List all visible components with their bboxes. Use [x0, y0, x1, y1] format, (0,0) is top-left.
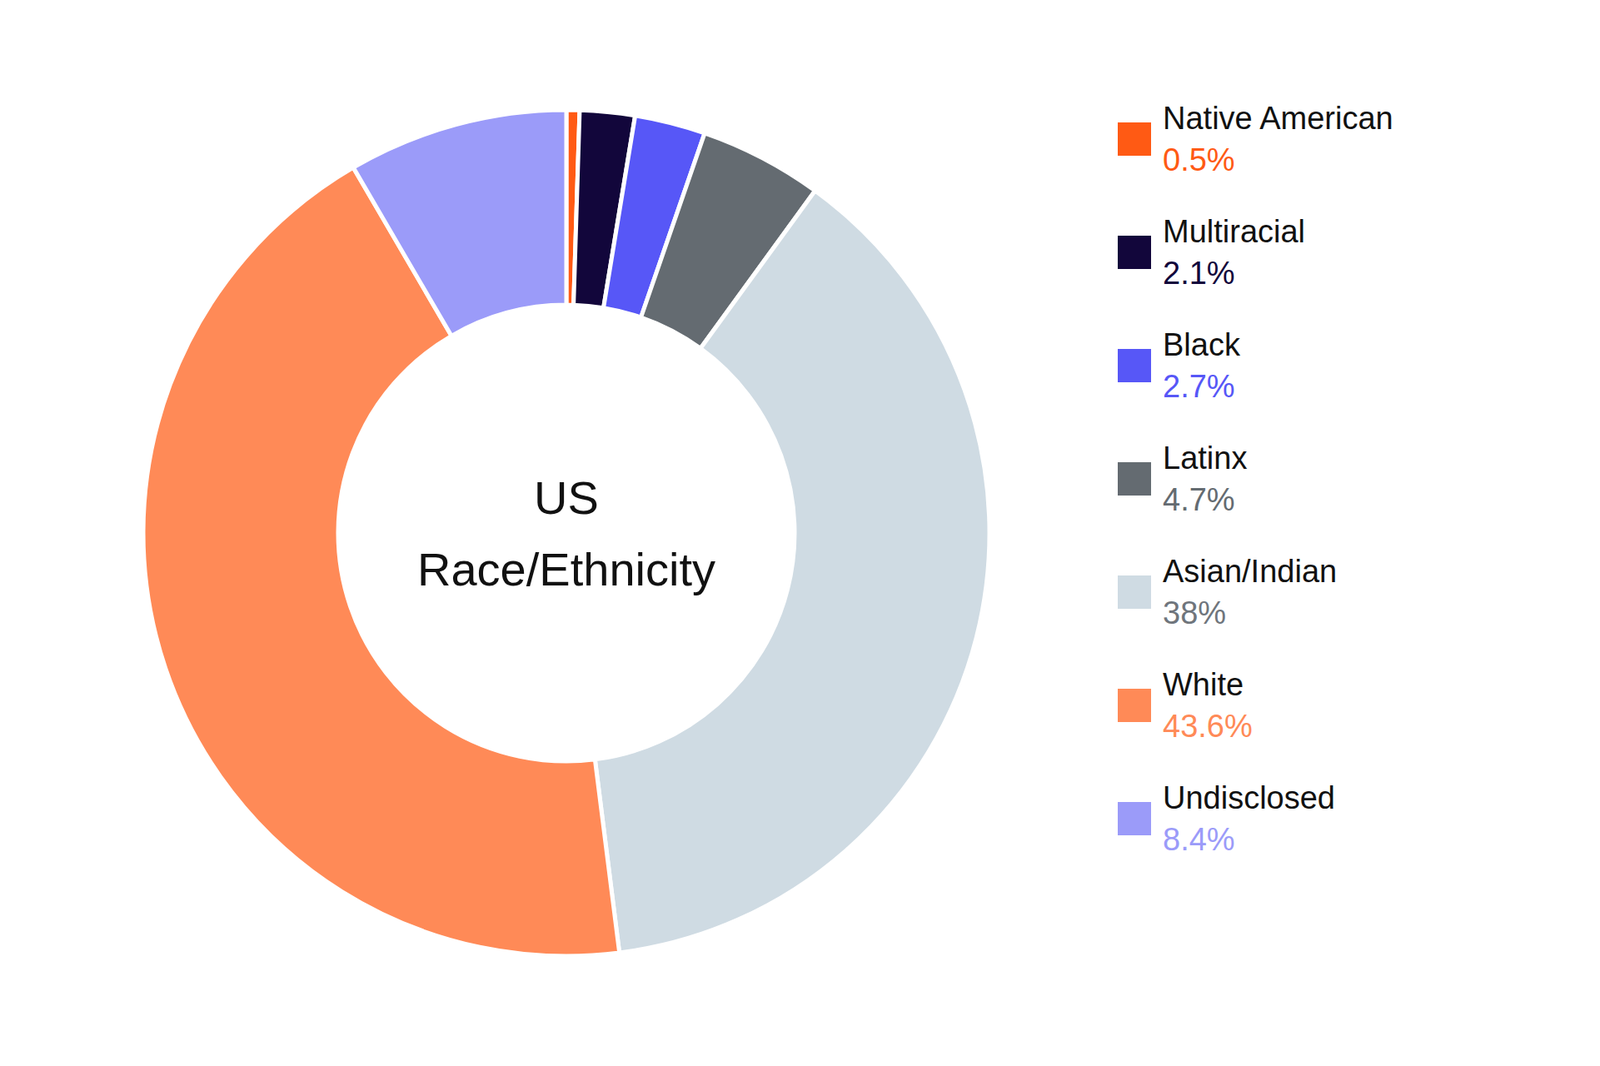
svg-text:Native American: Native American	[1162, 100, 1394, 136]
svg-text:2.7%: 2.7%	[1162, 368, 1236, 404]
svg-text:43.6%: 43.6%	[1162, 708, 1253, 744]
svg-text:8.4%: 8.4%	[1162, 822, 1236, 858]
svg-text:0.5%: 0.5%	[1162, 142, 1236, 178]
svg-text:4.7%: 4.7%	[1162, 482, 1236, 518]
svg-text:Race/Ethnicity: Race/Ethnicity	[417, 543, 716, 596]
svg-text:38%: 38%	[1162, 595, 1227, 631]
svg-text:2.1%: 2.1%	[1162, 255, 1236, 291]
svg-text:US: US	[533, 471, 599, 524]
svg-text:Latinx: Latinx	[1162, 440, 1247, 476]
svg-text:White: White	[1162, 667, 1244, 703]
svg-text:Asian/Indian: Asian/Indian	[1162, 553, 1337, 589]
svg-text:Multiracial: Multiracial	[1162, 214, 1306, 250]
svg-text:Undisclosed: Undisclosed	[1162, 780, 1336, 816]
svg-text:Black: Black	[1162, 327, 1242, 363]
